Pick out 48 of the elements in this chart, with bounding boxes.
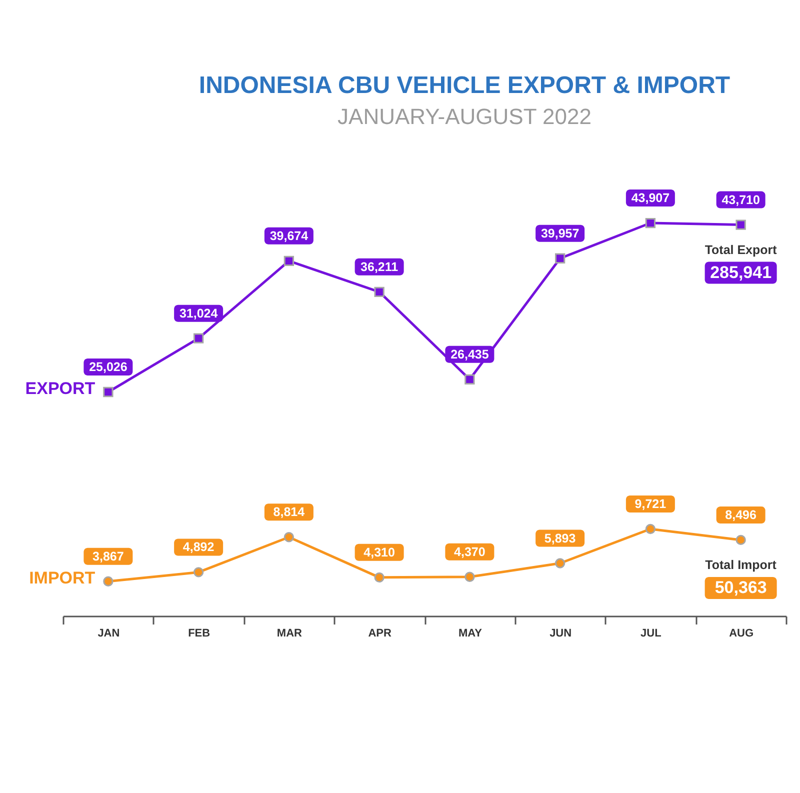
data-label: 31,024 (179, 306, 218, 320)
point (554, 558, 566, 568)
data-label: 25,026 (89, 360, 128, 374)
annotation: 50,363 (714, 578, 767, 597)
data-label: 4,370 (454, 544, 486, 559)
point (374, 286, 384, 297)
chart-subtitle: JANUARY-AUGUST 2022 (338, 104, 592, 129)
point (645, 524, 656, 534)
data-label: 4,310 (364, 545, 395, 560)
x-tick-label: MAR (276, 628, 302, 640)
point (103, 386, 114, 398)
data-label: 39,674 (270, 228, 308, 243)
point (736, 534, 746, 546)
data-label: 3,867 (92, 549, 124, 564)
x-tick-label: JAN (98, 628, 120, 640)
data-label: 5,893 (544, 531, 576, 546)
point (193, 567, 204, 578)
point (193, 333, 204, 344)
point (284, 256, 294, 266)
data-label: 26,435 (450, 347, 489, 362)
data-label: 43,907 (631, 191, 670, 206)
point (374, 572, 384, 582)
legend-label: IMPORT (29, 568, 96, 588)
point (284, 532, 294, 542)
x-tick-label: APR (368, 628, 392, 640)
data-label: 36,211 (360, 260, 398, 274)
point (103, 576, 114, 586)
x-tick-label: MAY (458, 628, 483, 640)
data-label: 8,814 (273, 505, 305, 520)
annotation: Total Export (704, 242, 778, 257)
point (464, 374, 475, 384)
data-label: 8,496 (725, 508, 756, 522)
point (736, 220, 746, 230)
annotation: Total Import (705, 558, 778, 572)
data-label: 43,710 (722, 192, 760, 207)
point (554, 253, 566, 264)
x-tick-label: JUN (550, 628, 572, 640)
chart-title: INDONESIA CBU VEHICLE EXPORT & IMPORT (198, 72, 730, 99)
point (464, 572, 475, 582)
x-tick-label: FEB (188, 628, 210, 640)
x-tick-label: AUG (729, 628, 754, 640)
point (645, 218, 656, 228)
annotation: 285,941 (710, 262, 772, 282)
data-label: 39,957 (540, 226, 580, 240)
x-tick-label: JUL (640, 628, 662, 640)
data-label: 4,892 (182, 540, 214, 554)
legend-label: EXPORT (25, 379, 96, 398)
data-label: 9,721 (634, 496, 666, 511)
